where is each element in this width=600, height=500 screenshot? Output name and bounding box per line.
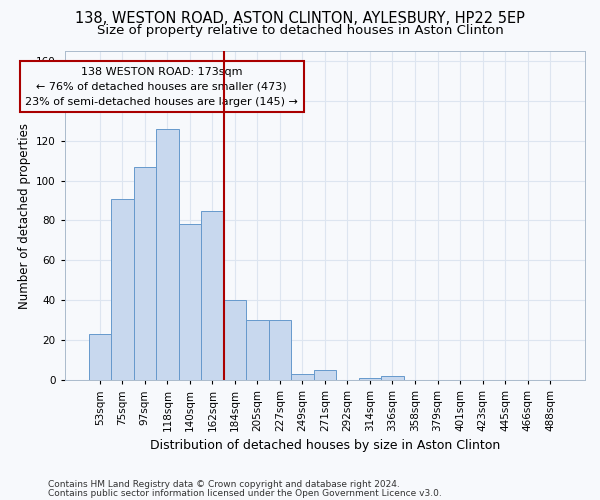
X-axis label: Distribution of detached houses by size in Aston Clinton: Distribution of detached houses by size …	[150, 440, 500, 452]
Bar	[179, 224, 201, 380]
Y-axis label: Number of detached properties: Number of detached properties	[17, 122, 31, 308]
Bar	[314, 370, 336, 380]
Bar	[111, 198, 134, 380]
Text: Contains public sector information licensed under the Open Government Licence v3: Contains public sector information licen…	[48, 489, 442, 498]
Bar	[134, 166, 156, 380]
Bar	[156, 129, 179, 380]
Text: 138 WESTON ROAD: 173sqm
← 76% of detached houses are smaller (473)
23% of semi-d: 138 WESTON ROAD: 173sqm ← 76% of detache…	[25, 67, 298, 106]
Bar	[224, 300, 246, 380]
Bar	[246, 320, 269, 380]
Bar	[381, 376, 404, 380]
Bar	[291, 374, 314, 380]
Bar	[269, 320, 291, 380]
Text: Size of property relative to detached houses in Aston Clinton: Size of property relative to detached ho…	[97, 24, 503, 37]
Text: 138, WESTON ROAD, ASTON CLINTON, AYLESBURY, HP22 5EP: 138, WESTON ROAD, ASTON CLINTON, AYLESBU…	[75, 11, 525, 26]
Text: Contains HM Land Registry data © Crown copyright and database right 2024.: Contains HM Land Registry data © Crown c…	[48, 480, 400, 489]
Bar	[359, 378, 381, 380]
Bar	[201, 210, 224, 380]
Bar	[89, 334, 111, 380]
